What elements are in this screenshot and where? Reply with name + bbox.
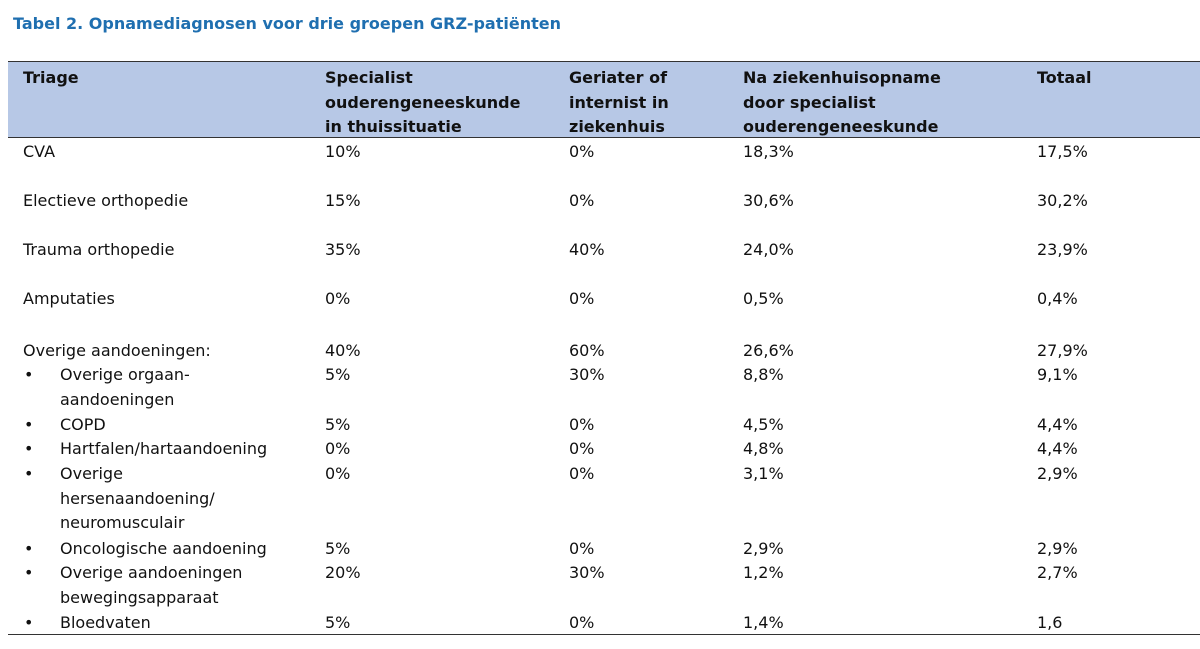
value-totaal: 4,4%: [1037, 415, 1078, 434]
value-na-ziekenhuisopname: 0,5%: [743, 289, 784, 308]
value-geriater-ziekenhuis: 0%: [569, 439, 595, 458]
value-geriater-ziekenhuis: 30%: [569, 563, 605, 582]
row-label: COPD: [60, 415, 106, 434]
value-na-ziekenhuisopname: 3,1%: [743, 464, 784, 483]
value-geriater-ziekenhuis: 60%: [569, 341, 605, 360]
row-label: Amputaties: [23, 289, 115, 308]
value-totaal: 9,1%: [1037, 365, 1078, 384]
value-geriater-ziekenhuis: 0%: [569, 289, 595, 308]
value-totaal: 27,9%: [1037, 341, 1088, 360]
bullet-icon: •: [24, 415, 34, 434]
value-totaal: 2,7%: [1037, 563, 1078, 582]
row-label: Oncologische aandoening: [60, 539, 267, 558]
table-title: Tabel 2. Opnamediagnosen voor drie groep…: [13, 14, 561, 33]
value-na-ziekenhuisopname: 8,8%: [743, 365, 784, 384]
bullet-icon: •: [24, 365, 34, 384]
row-label: Overige aandoeningen bewegingsapparaat: [60, 563, 243, 607]
row-label: CVA: [23, 142, 56, 161]
row-label: Electieve orthopedie: [23, 191, 189, 210]
value-specialist-thuis: 5%: [325, 613, 351, 632]
value-specialist-thuis: 0%: [325, 289, 351, 308]
value-totaal: 30,2%: [1037, 191, 1088, 210]
value-geriater-ziekenhuis: 0%: [569, 191, 595, 210]
value-na-ziekenhuisopname: 24,0%: [743, 240, 794, 259]
value-geriater-ziekenhuis: 0%: [569, 613, 595, 632]
row-label: Trauma orthopedie: [23, 240, 175, 259]
header-triage: Triage: [23, 68, 79, 87]
row-label: Bloedvaten: [60, 613, 151, 632]
value-totaal: 2,9%: [1037, 464, 1078, 483]
value-specialist-thuis: 15%: [325, 191, 361, 210]
value-totaal: 17,5%: [1037, 142, 1088, 161]
value-specialist-thuis: 10%: [325, 142, 361, 161]
header-geriater-ziekenhuis: Geriater of internist in ziekenhuis: [569, 68, 669, 136]
value-specialist-thuis: 20%: [325, 563, 361, 582]
value-specialist-thuis: 5%: [325, 415, 351, 434]
value-totaal: 4,4%: [1037, 439, 1078, 458]
bullet-icon: •: [24, 439, 34, 458]
value-totaal: 1,6: [1037, 613, 1063, 632]
value-specialist-thuis: 40%: [325, 341, 361, 360]
value-geriater-ziekenhuis: 0%: [569, 464, 595, 483]
value-na-ziekenhuisopname: 18,3%: [743, 142, 794, 161]
value-totaal: 2,9%: [1037, 539, 1078, 558]
value-geriater-ziekenhuis: 0%: [569, 142, 595, 161]
value-na-ziekenhuisopname: 1,2%: [743, 563, 784, 582]
value-totaal: 0,4%: [1037, 289, 1078, 308]
value-na-ziekenhuisopname: 2,9%: [743, 539, 784, 558]
value-geriater-ziekenhuis: 0%: [569, 415, 595, 434]
diagnoses-table: Triage Specialist ouderengeneeskunde in th…: [8, 61, 1200, 636]
value-geriater-ziekenhuis: 0%: [569, 539, 595, 558]
value-na-ziekenhuisopname: 4,5%: [743, 415, 784, 434]
value-na-ziekenhuisopname: 4,8%: [743, 439, 784, 458]
header-specialist-thuis: Specialist ouderengeneeskunde in thuissitu…: [325, 68, 521, 136]
row-label: Overige aandoeningen:: [23, 341, 211, 360]
value-geriater-ziekenhuis: 30%: [569, 365, 605, 384]
bullet-icon: •: [24, 539, 34, 558]
value-specialist-thuis: 5%: [325, 365, 351, 384]
row-label: Overige orgaan-aandoeningen: [60, 365, 190, 409]
row-label: Hartfalen/hartaandoening: [60, 439, 268, 458]
value-specialist-thuis: 0%: [325, 439, 351, 458]
value-specialist-thuis: 5%: [325, 539, 351, 558]
table-header: Triage Specialist ouderengeneeskunde in th…: [8, 61, 1200, 138]
value-specialist-thuis: 0%: [325, 464, 351, 483]
value-na-ziekenhuisopname: 26,6%: [743, 341, 794, 360]
value-na-ziekenhuisopname: 30,6%: [743, 191, 794, 210]
row-label: Overige hersenaandoening/neuromusculair: [60, 464, 215, 532]
table-bottom-rule: [8, 634, 1200, 635]
bullet-icon: •: [24, 464, 34, 483]
value-specialist-thuis: 35%: [325, 240, 361, 259]
bullet-icon: •: [24, 563, 34, 582]
value-na-ziekenhuisopname: 1,4%: [743, 613, 784, 632]
bullet-icon: •: [24, 613, 34, 632]
value-totaal: 23,9%: [1037, 240, 1088, 259]
header-totaal: Totaal: [1037, 68, 1092, 87]
value-geriater-ziekenhuis: 40%: [569, 240, 605, 259]
header-na-ziekenhuisopname: Na ziekenhuisopname door specialist oudere…: [743, 68, 941, 136]
